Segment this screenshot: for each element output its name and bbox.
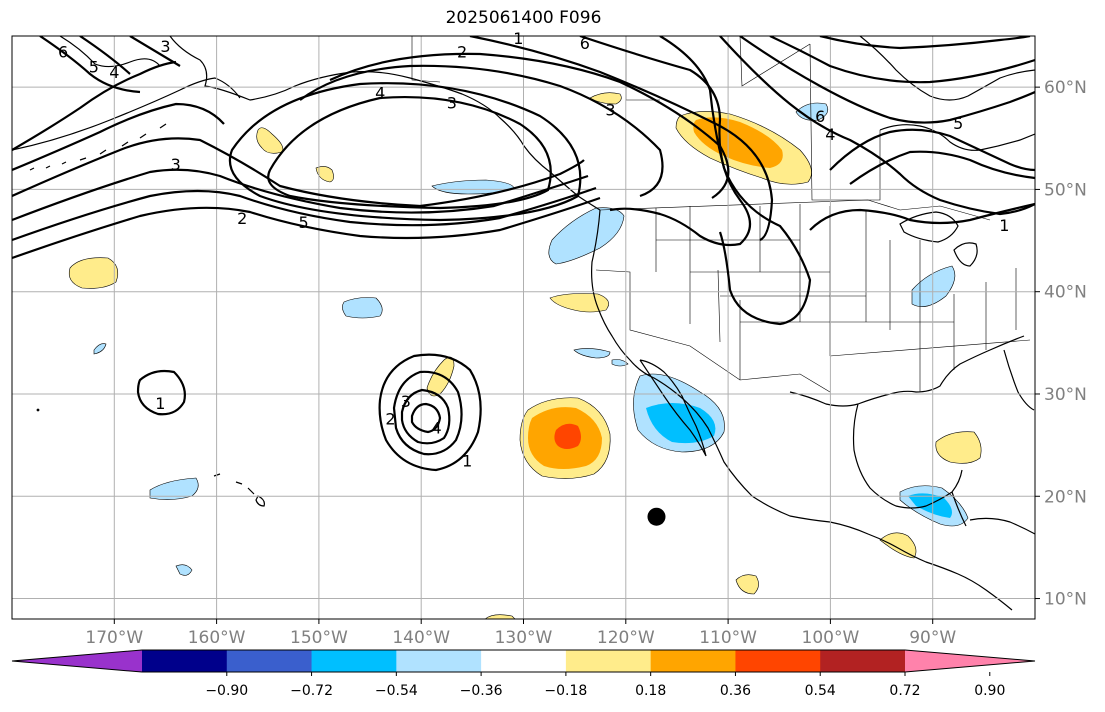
contour-label: 4 [825,125,835,144]
cool-anomaly-region-inner [908,493,952,518]
x-tick-label: 170°W [85,628,143,648]
colorbar-segment [735,650,821,672]
colorbar-tick-label: 0.72 [889,683,920,699]
contour-label: 3 [171,155,181,174]
colorbar-segment [820,650,906,672]
warm-anomaly-region-inner [693,117,783,168]
x-tick-label: 90°W [909,628,956,648]
colorbar: −0.90 −0.72 −0.54 −0.36 −0.18 0.18 0.36 0.54 0.7… [11,649,1036,699]
warm-anomaly-region [735,574,759,595]
warm-anomaly-region [484,614,516,619]
contour-label: 3 [447,93,457,112]
x-tick-label: 160°W [188,628,246,648]
warm-anomaly-region [935,431,982,464]
x-tick-label: 120°W [597,628,655,648]
gridlines [12,36,1035,619]
colorbar-segment [396,650,482,672]
cool-anomaly-region [548,207,625,265]
colorbar-outline [11,649,1036,673]
contour-label: 6 [815,107,825,126]
colorbar-tick-label: 0.36 [720,683,751,699]
contour-label: 6 [580,34,590,53]
colorbar-tick-label: −0.72 [290,683,333,699]
y-tick-label: 60°N [1044,78,1087,98]
y-tick-label: 40°N [1044,283,1087,303]
contour-label: 2 [385,410,395,429]
colorbar-tick-label: −0.90 [205,683,248,699]
cool-anomaly-region [175,564,193,576]
border-layer [411,36,1031,393]
contour-label: 3 [160,37,170,56]
colorbar-tick-label: −0.36 [460,683,503,699]
cool-anomaly-region-inner [646,403,716,444]
warm-anomaly-region [68,257,119,289]
contour-label: 1 [155,394,165,413]
contour-label: 6 [58,42,68,61]
contour-layer [12,36,1035,472]
contour-label: 5 [298,213,308,232]
x-tick-label: 140°W [392,628,450,648]
contour-label: 1 [462,451,472,470]
x-tick-label: 100°W [802,628,860,648]
x-tick-labels: 170°W 160°W 150°W 140°W 130°W 120°W 110°W 100°W… [85,619,956,648]
warm-anomaly-region [315,166,334,183]
contour-label: 1 [999,216,1009,235]
cool-anomaly-region [342,297,383,319]
colorbar-extend-high [905,650,1035,672]
location-marker [647,507,666,526]
colorbar-tick-label: 0.90 [974,683,1005,699]
warm-anomaly-region [256,127,284,154]
colorbar-tick-label: 0.18 [635,683,666,699]
cool-anomaly-region [795,102,829,121]
colorbar-segment [142,650,228,672]
chart-title: 2025061400 F096 [445,8,602,28]
colorbar-segment [226,650,313,672]
warm-anomaly-region [549,293,609,313]
y-tick-label: 50°N [1044,180,1087,200]
colorbar-segment [565,650,652,672]
y-tick-label: 30°N [1044,385,1087,405]
y-tick-labels: 10°N 20°N 30°N 40°N 50°N 60°N [1035,78,1087,610]
contour-label: 4 [109,63,119,82]
contour-label: 3 [605,101,615,120]
warm-anomaly-region-core [554,423,581,449]
contour-label: 5 [953,114,963,133]
colorbar-extend-low [12,650,142,672]
cool-anomaly-region [149,477,199,500]
contour-label: 2 [237,209,247,228]
colorbar-tick-label: 0.54 [805,683,836,699]
x-tick-label: 110°W [699,628,757,648]
contour-label: 4 [431,419,441,438]
cool-anomaly-region [611,359,629,367]
x-tick-label: 150°W [290,628,348,648]
colorbar-tick-label: −0.54 [375,683,418,699]
colorbar-tick-label: −0.18 [544,683,587,699]
warm-anomaly-region [426,356,455,397]
x-tick-label: 130°W [495,628,553,648]
warm-anomaly-region [879,532,917,559]
colorbar-segment [481,650,567,672]
cool-anomaly-region [573,348,611,359]
y-tick-label: 10°N [1044,590,1087,610]
contour-label: 4 [375,83,385,102]
cool-anomaly-region [93,343,107,355]
colorbar-segment [650,650,736,672]
contour-label: 1 [513,29,523,48]
y-tick-label: 20°N [1044,487,1087,507]
contour-label: 3 [401,392,411,411]
contour-label: 2 [457,42,467,61]
cool-anomaly-region [911,265,956,307]
colorbar-segment [311,650,397,672]
contour-label: 5 [89,58,99,77]
warm-anomaly-region [589,92,622,105]
